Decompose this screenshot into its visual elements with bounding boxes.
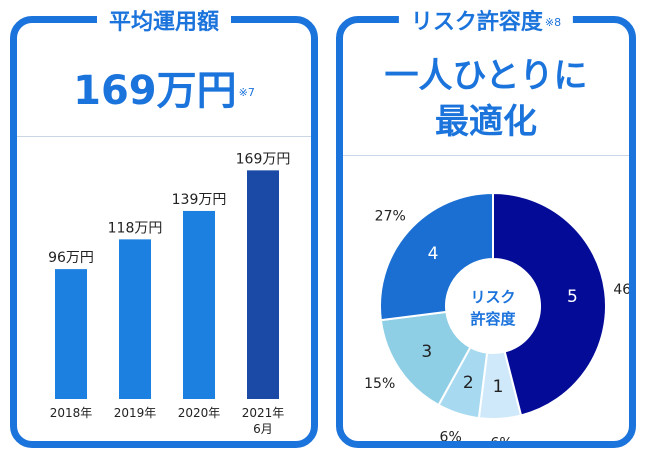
donut-slice [379, 310, 472, 407]
slice-number: 2 [463, 373, 474, 393]
bar [119, 239, 151, 399]
slice-number: 4 [428, 244, 439, 264]
risk-tolerance-panel: リスク許容度※8 一人ひとりに 最適化 16%26%315%427%546%リス… [336, 11, 636, 448]
heading-text: 平均運用額 [108, 10, 220, 35]
slice-number: 5 [567, 287, 578, 307]
bar-value-label: 169万円 [236, 151, 291, 167]
slice-number: 1 [493, 377, 504, 397]
donut-center-label: 許容度 [470, 310, 516, 328]
footnote-mark: ※7 [238, 86, 255, 99]
x-tick-label: 2020年 [178, 406, 221, 420]
divider [17, 136, 311, 137]
headline-line: 一人ひとりに [384, 56, 588, 96]
bar [55, 269, 87, 399]
headline-amount: 169万円 ※7 [17, 67, 311, 115]
bar [247, 170, 279, 399]
panel-heading: 平均運用額 [96, 10, 232, 35]
slice-percent-label: 15% [364, 376, 395, 392]
slice-percent-label: 6% [490, 436, 512, 441]
slice-number: 3 [421, 342, 432, 362]
headline-line: 最適化 [435, 102, 537, 142]
bar-value-label: 139万円 [172, 192, 227, 208]
headline-optimize: 一人ひとりに 最適化 [343, 53, 629, 145]
donut-center-label: リスク [470, 288, 515, 306]
average-amount-panel: 平均運用額 169万円 ※7 96万円 2018年 118万円 2019年 139万円 20… [10, 11, 318, 448]
panel-heading: リスク許容度 ※8 [398, 10, 574, 35]
slice-percent-label: 46% [613, 282, 629, 298]
slice-percent-label: 6% [440, 429, 462, 441]
bar-value-label: 96万円 [48, 250, 94, 266]
donut-slice [379, 191, 494, 322]
divider [343, 155, 629, 156]
footnote-mark: ※8 [544, 16, 562, 29]
amount-text: 169万円 [73, 68, 237, 114]
donut-slice [492, 191, 607, 417]
x-tick-label: 2021年 [242, 406, 285, 420]
x-tick-label: 6月 [253, 422, 273, 436]
x-tick-label: 2019年 [114, 406, 157, 420]
bar-chart: 96万円 2018年 118万円 2019年 139万円 2020年 169万円 2021年 6… [48, 151, 291, 436]
slice-percent-label: 27% [375, 208, 406, 224]
bar-value-label: 118万円 [108, 220, 163, 236]
x-tick-label: 2018年 [50, 406, 93, 420]
bar [183, 210, 215, 399]
donut-chart: 1 6% 2 6% 3 15% 4 27% 5 46% リスク許容度 [364, 191, 629, 441]
heading-text: リスク許容度 [410, 10, 543, 35]
